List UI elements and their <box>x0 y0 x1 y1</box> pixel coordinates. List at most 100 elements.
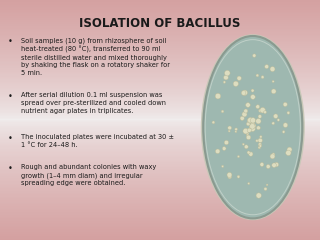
Ellipse shape <box>252 120 255 123</box>
Bar <box>0 198 320 199</box>
Bar <box>0 236 320 238</box>
Bar <box>0 151 320 152</box>
Ellipse shape <box>251 89 254 92</box>
Bar <box>0 205 320 206</box>
Bar <box>0 48 320 49</box>
Bar <box>0 26 320 28</box>
Bar <box>0 62 320 64</box>
Bar <box>0 134 320 136</box>
Bar <box>0 191 320 192</box>
Bar <box>0 49 320 50</box>
Bar <box>0 30 320 31</box>
Bar <box>0 113 320 114</box>
Bar <box>0 239 320 240</box>
Bar <box>0 79 320 80</box>
Bar <box>0 102 320 103</box>
Bar <box>0 53 320 54</box>
Bar <box>0 188 320 190</box>
Bar <box>0 210 320 211</box>
Bar <box>0 204 320 205</box>
Ellipse shape <box>272 153 275 156</box>
Ellipse shape <box>287 111 290 114</box>
Bar <box>0 192 320 193</box>
Bar <box>0 158 320 160</box>
Bar <box>0 12 320 13</box>
Ellipse shape <box>252 122 255 126</box>
Text: Rough and abundant colonies with waxy
growth (1–4 mm diam) and irregular
spreadi: Rough and abundant colonies with waxy gr… <box>21 164 156 186</box>
Ellipse shape <box>228 126 232 130</box>
Bar <box>0 217 320 218</box>
Ellipse shape <box>235 131 237 133</box>
Bar <box>0 35 320 36</box>
Bar <box>0 173 320 174</box>
Ellipse shape <box>256 193 261 198</box>
Ellipse shape <box>224 75 228 80</box>
Bar <box>0 133 320 134</box>
Ellipse shape <box>256 126 260 130</box>
Bar <box>0 41 320 42</box>
Bar <box>0 230 320 232</box>
Bar <box>0 155 320 156</box>
Bar <box>0 101 320 102</box>
Ellipse shape <box>248 117 253 123</box>
Bar <box>0 120 320 121</box>
Bar <box>0 193 320 194</box>
Bar <box>0 232 320 233</box>
Bar <box>0 74 320 76</box>
Bar <box>0 233 320 234</box>
Ellipse shape <box>250 122 255 127</box>
Bar <box>0 157 320 158</box>
Ellipse shape <box>221 165 224 168</box>
Bar <box>0 80 320 82</box>
Ellipse shape <box>283 102 287 107</box>
Bar <box>0 13 320 14</box>
Bar <box>0 54 320 55</box>
Ellipse shape <box>249 118 254 123</box>
Ellipse shape <box>240 116 244 120</box>
Bar <box>0 24 320 25</box>
Bar <box>0 4 320 5</box>
Bar <box>0 68 320 70</box>
Bar <box>0 184 320 185</box>
Ellipse shape <box>237 175 240 178</box>
Bar <box>0 170 320 172</box>
Bar <box>0 64 320 65</box>
Ellipse shape <box>264 111 267 114</box>
Bar <box>0 114 320 115</box>
Ellipse shape <box>258 115 262 118</box>
Ellipse shape <box>272 122 275 125</box>
Bar <box>0 211 320 212</box>
Ellipse shape <box>258 146 261 149</box>
Bar <box>0 18 320 19</box>
Bar <box>0 67 320 68</box>
Bar <box>0 77 320 78</box>
Bar <box>0 28 320 29</box>
Bar <box>0 107 320 108</box>
Bar <box>0 148 320 149</box>
Ellipse shape <box>286 150 291 156</box>
Bar <box>0 11 320 12</box>
Bar <box>0 144 320 145</box>
Ellipse shape <box>256 139 258 142</box>
Ellipse shape <box>251 95 255 99</box>
Ellipse shape <box>235 128 237 131</box>
Bar <box>0 46 320 47</box>
Ellipse shape <box>243 128 249 134</box>
Ellipse shape <box>212 121 215 124</box>
Ellipse shape <box>252 124 256 128</box>
Bar <box>0 19 320 20</box>
Ellipse shape <box>233 81 238 86</box>
Bar <box>0 156 320 157</box>
Ellipse shape <box>260 162 264 167</box>
Bar <box>0 185 320 186</box>
Bar <box>0 40 320 41</box>
Bar <box>0 160 320 161</box>
Bar <box>0 121 320 122</box>
Bar <box>0 218 320 220</box>
Bar <box>0 95 320 96</box>
Bar <box>0 131 320 132</box>
Ellipse shape <box>265 65 269 69</box>
Bar <box>0 124 320 125</box>
Bar <box>0 2 320 4</box>
Ellipse shape <box>242 90 247 96</box>
